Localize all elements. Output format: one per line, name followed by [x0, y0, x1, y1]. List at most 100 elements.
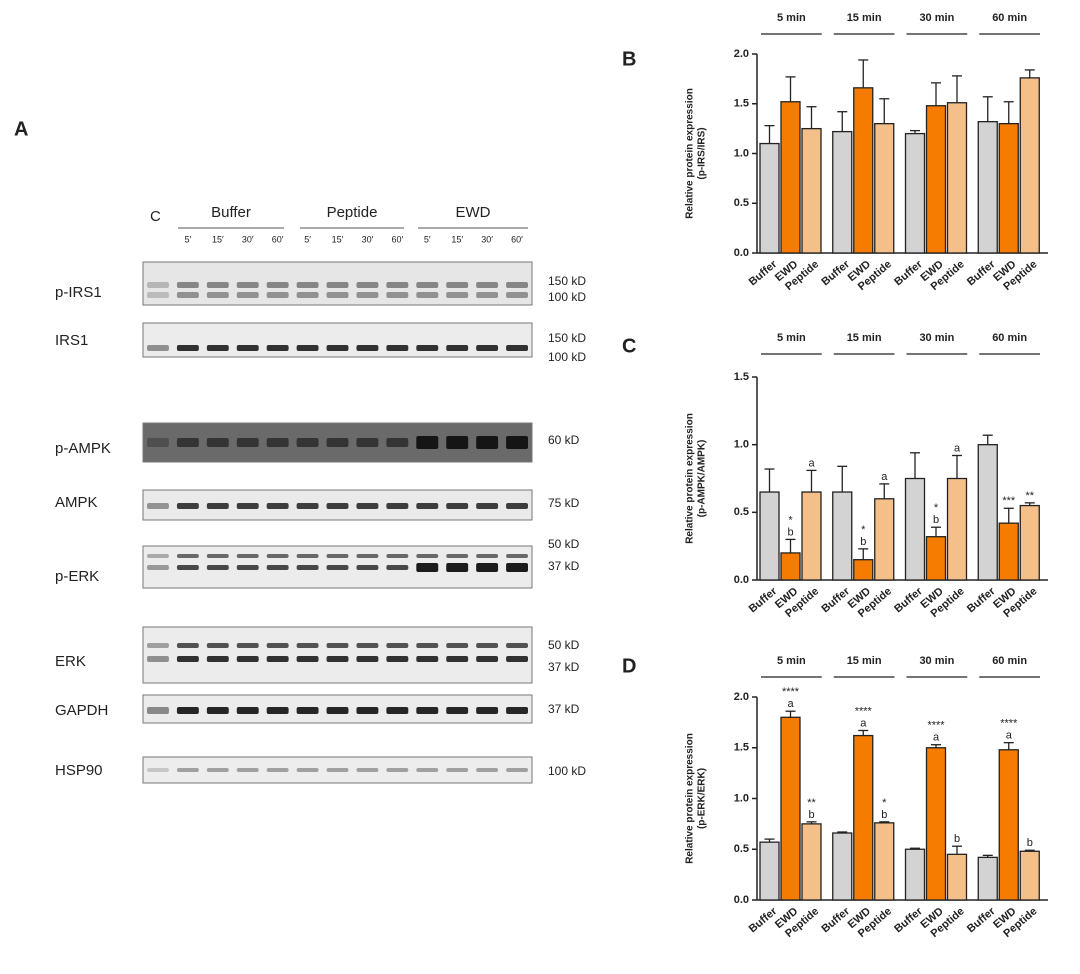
- group-label: 60 min: [992, 655, 1027, 667]
- blot-band: [296, 707, 319, 714]
- y-tick-label: 0.5: [734, 197, 749, 209]
- blot-band: [416, 554, 439, 558]
- blot-band: [147, 503, 169, 509]
- lane-time: 5′: [424, 234, 431, 244]
- group-label: 30 min: [919, 332, 954, 344]
- blot-band: [206, 643, 229, 648]
- bar: [925, 536, 947, 581]
- blot-label: p-AMPK: [55, 440, 111, 457]
- lane-time: 15′: [332, 234, 344, 244]
- significance-label: a: [808, 457, 815, 469]
- kd-marker: 100 kD: [548, 350, 586, 364]
- blot-band: [206, 656, 229, 662]
- blot-band: [236, 282, 259, 288]
- bar: [832, 130, 853, 254]
- blot-band: [206, 707, 229, 714]
- blot-band: [176, 565, 199, 570]
- group-label: 15 min: [847, 655, 882, 667]
- blot-band: [386, 292, 409, 298]
- significance-label: b: [954, 833, 960, 845]
- blot-band: [506, 563, 528, 572]
- panel-letter: C: [622, 335, 636, 357]
- blot-band: [147, 656, 169, 662]
- kd-marker: 37 kD: [548, 702, 580, 716]
- y-tick-label: 0.5: [734, 843, 749, 855]
- blot-band: [176, 554, 199, 558]
- blot-band: [147, 292, 169, 298]
- blot-band: [506, 503, 528, 509]
- blot-band: [326, 565, 349, 570]
- kd-marker: 37 kD: [548, 660, 580, 674]
- blot-band: [147, 643, 169, 648]
- blot-band: [266, 565, 289, 570]
- kd-marker: 100 kD: [548, 764, 586, 778]
- blot-band: [386, 438, 409, 447]
- blot-band: [446, 563, 469, 572]
- blot-band: [236, 768, 259, 772]
- blot-band: [326, 707, 349, 714]
- blot-label: AMPK: [55, 494, 98, 511]
- bar: [977, 121, 998, 254]
- blot-band: [266, 643, 289, 648]
- kd-marker: 150 kD: [548, 331, 586, 345]
- blot-band: [266, 503, 289, 509]
- bar: [780, 101, 801, 254]
- bar: [977, 856, 998, 901]
- blot-band: [206, 345, 229, 351]
- blot-band: [356, 565, 379, 570]
- blot-band: [386, 503, 409, 509]
- blot-band: [296, 292, 319, 298]
- blot-label: p-IRS1: [55, 284, 102, 301]
- significance-label: a: [933, 732, 940, 744]
- blot-band: [386, 282, 409, 288]
- bar: [780, 716, 801, 901]
- blot-band: [236, 292, 259, 298]
- blot-band: [326, 768, 349, 772]
- lane-group-label: Buffer: [211, 204, 251, 221]
- lane-group-label: Peptide: [327, 204, 378, 221]
- lane-time: 5′: [185, 234, 192, 244]
- blot-band: [236, 707, 259, 714]
- kd-marker: 50 kD: [548, 638, 580, 652]
- blot-band: [266, 438, 289, 447]
- blot-band: [236, 554, 259, 558]
- blot-band: [416, 345, 439, 351]
- blot-band: [446, 436, 469, 449]
- bar: [977, 444, 998, 581]
- y-tick-label: 2.0: [734, 691, 749, 703]
- blot-band: [476, 554, 499, 558]
- significance-label: *: [788, 514, 793, 526]
- bar: [801, 127, 822, 254]
- significance-label: a: [881, 471, 888, 483]
- blot-band: [506, 345, 528, 351]
- blot-band: [356, 503, 379, 509]
- y-tick-label: 2.0: [734, 48, 749, 60]
- blot-band: [236, 438, 259, 447]
- blot-band: [416, 563, 439, 572]
- blot-band: [476, 707, 499, 714]
- significance-label: a: [1006, 730, 1013, 742]
- y-axis-title: Relative protein expression: [685, 733, 696, 864]
- y-tick-label: 1.5: [734, 742, 749, 754]
- blot-band: [236, 503, 259, 509]
- y-tick-label: 1.5: [734, 98, 749, 110]
- group-label: 5 min: [777, 332, 806, 344]
- blot-band: [356, 707, 379, 714]
- bar: [946, 853, 968, 901]
- bar: [904, 477, 926, 581]
- blot-band: [296, 643, 319, 648]
- significance-label: a: [954, 442, 961, 454]
- significance-label: a: [787, 698, 794, 710]
- blot-band: [326, 438, 349, 447]
- blot-band: [236, 565, 259, 570]
- bar: [946, 477, 968, 581]
- bar: [874, 822, 895, 901]
- blot-band: [476, 345, 499, 351]
- blot-band: [147, 282, 169, 288]
- blot-band: [176, 438, 199, 447]
- group-label: 15 min: [847, 332, 882, 344]
- significance-label: b: [787, 526, 793, 538]
- bar: [801, 491, 822, 581]
- blot-band: [296, 656, 319, 662]
- blot-band: [476, 503, 499, 509]
